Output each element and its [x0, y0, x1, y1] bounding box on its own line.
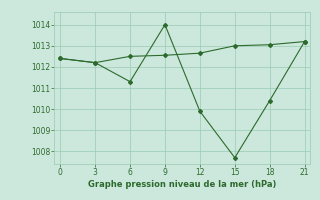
X-axis label: Graphe pression niveau de la mer (hPa): Graphe pression niveau de la mer (hPa) — [88, 180, 276, 189]
